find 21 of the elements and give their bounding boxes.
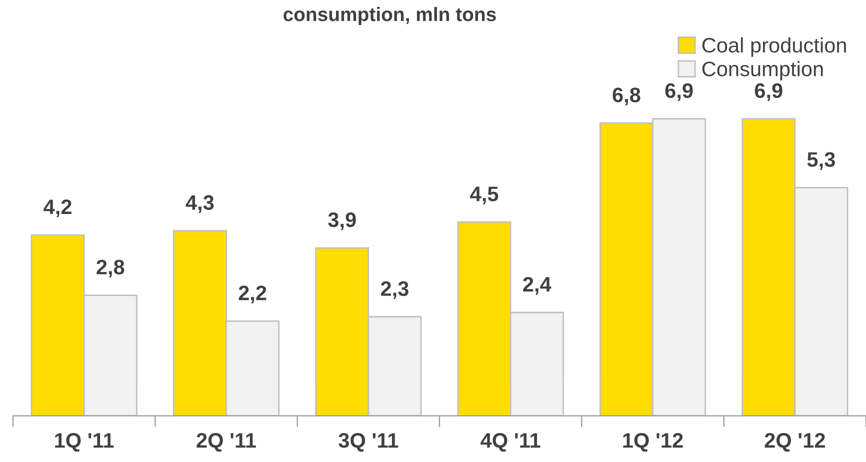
data-label: 4,5 bbox=[470, 186, 498, 204]
data-label: 2,4 bbox=[523, 276, 552, 295]
data-label: 6,9 bbox=[754, 83, 782, 102]
data-label: 2,8 bbox=[96, 260, 124, 278]
chart-title: consumption, mln tons bbox=[284, 6, 496, 26]
data-label: 2,3 bbox=[380, 281, 408, 300]
data-label: 4,3 bbox=[186, 195, 214, 213]
x-tick-label: 2Q '12 bbox=[764, 433, 825, 452]
data-label: 3,9 bbox=[328, 212, 356, 230]
x-tick-label: 1Q '12 bbox=[623, 433, 683, 452]
x-tick-label: 1Q '11 bbox=[55, 433, 114, 452]
x-tick-label: 4Q '11 bbox=[480, 433, 540, 452]
x-tick-label: 3Q '11 bbox=[338, 433, 398, 452]
data-label: 4,2 bbox=[44, 199, 72, 218]
legend-label: Consumption bbox=[702, 61, 823, 80]
data-label: 5,3 bbox=[807, 152, 835, 170]
legend-label: Coal production bbox=[702, 37, 846, 57]
data-label: 6,8 bbox=[612, 88, 640, 106]
x-tick-label: 2Q '11 bbox=[196, 433, 256, 452]
data-label: 6,9 bbox=[665, 83, 693, 102]
data-label: 2,2 bbox=[238, 286, 266, 304]
